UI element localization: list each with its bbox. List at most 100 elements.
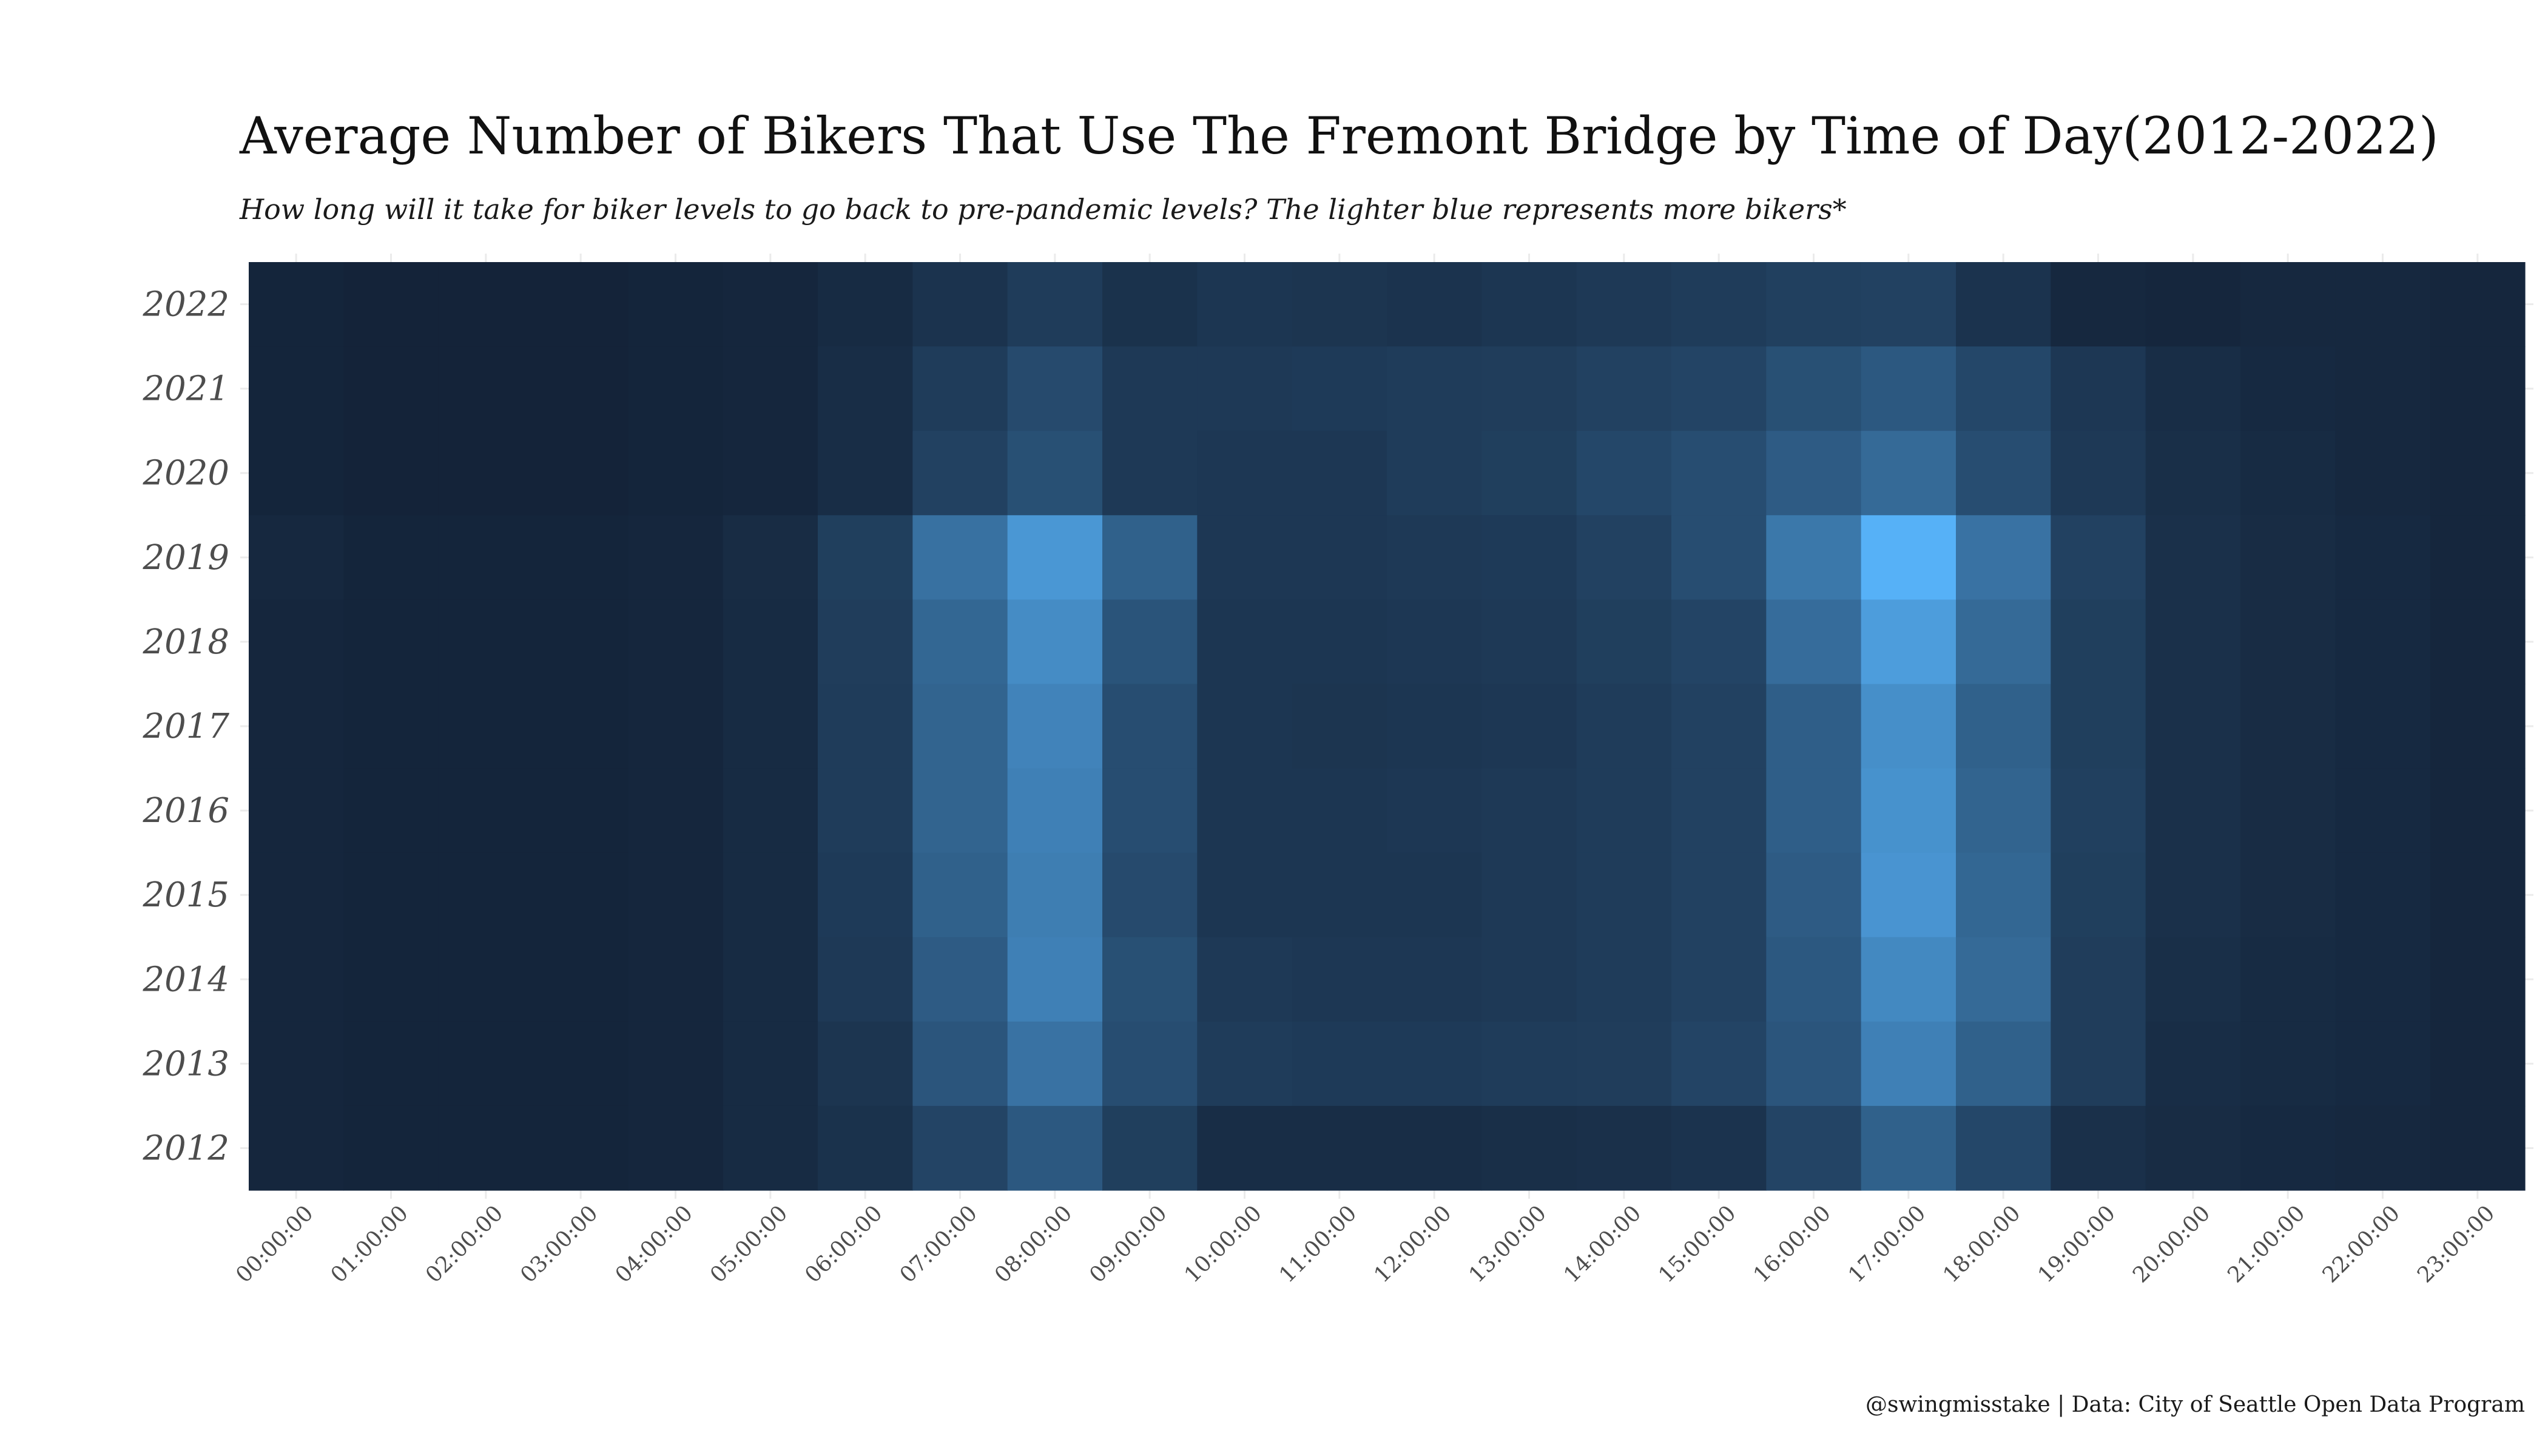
heatmap-cell-2018-21:00:00 [2240, 599, 2336, 685]
x-tick-label: 01:00:00 [326, 1201, 413, 1287]
heatmap-cell-2012-14:00:00 [1576, 1105, 1672, 1191]
heatmap-cell-2021-07:00:00 [912, 346, 1008, 431]
heatmap-cell-2015-12:00:00 [1387, 852, 1482, 938]
heatmap-cell-2017-08:00:00 [1007, 684, 1103, 769]
heatmap-cell-2012-21:00:00 [2240, 1105, 2336, 1191]
heatmap-cell-2020-20:00:00 [2145, 431, 2241, 516]
x-tick-label: 20:00:00 [2128, 1201, 2215, 1287]
heatmap-cell-2017-23:00:00 [2430, 684, 2526, 769]
heatmap-cell-2014-00:00:00 [249, 937, 344, 1022]
y-tick-label: 2015 [142, 875, 229, 915]
heatmap-cell-2016-00:00:00 [249, 768, 344, 854]
x-tick-label: 09:00:00 [1085, 1201, 1171, 1287]
heatmap-cell-2016-12:00:00 [1387, 768, 1482, 854]
heatmap-cell-2020-03:00:00 [533, 431, 629, 516]
heatmap-cell-2017-17:00:00 [1861, 684, 1956, 769]
heatmap-cell-2017-13:00:00 [1481, 684, 1577, 769]
heatmap-cell-2017-21:00:00 [2240, 684, 2336, 769]
heatmap-cell-2015-23:00:00 [2430, 852, 2526, 938]
heatmap-cell-2012-19:00:00 [2051, 1105, 2146, 1191]
heatmap-cell-2020-00:00:00 [249, 431, 344, 516]
heatmap-cell-2017-11:00:00 [1292, 684, 1387, 769]
chart-caption: @swingmisstake | Data: City of Seattle O… [1865, 1392, 2525, 1417]
heatmap-cell-2021-12:00:00 [1387, 346, 1482, 431]
heatmap-cell-2017-14:00:00 [1576, 684, 1672, 769]
heatmap-cell-2015-06:00:00 [818, 852, 913, 938]
heatmap-cell-2020-23:00:00 [2430, 431, 2526, 516]
heatmap-cell-2014-11:00:00 [1292, 937, 1387, 1022]
heatmap-cell-2013-08:00:00 [1007, 1021, 1103, 1107]
heatmap-cell-2016-16:00:00 [1766, 768, 1862, 854]
heatmap-cell-2019-18:00:00 [1956, 515, 2051, 600]
heatmap-cell-2019-14:00:00 [1576, 515, 1672, 600]
x-tick-label: 11:00:00 [1275, 1201, 1361, 1287]
heatmap-cell-2021-15:00:00 [1671, 346, 1767, 431]
heatmap-cell-2020-01:00:00 [343, 431, 439, 516]
heatmap-cell-2016-01:00:00 [343, 768, 439, 854]
heatmap-cell-2018-22:00:00 [2335, 599, 2431, 685]
heatmap-cell-2018-06:00:00 [818, 599, 913, 685]
heatmap-cell-2014-09:00:00 [1102, 937, 1198, 1022]
heatmap-cell-2017-00:00:00 [249, 684, 344, 769]
heatmap-cell-2018-03:00:00 [533, 599, 629, 685]
heatmap-cell-2019-05:00:00 [723, 515, 818, 600]
heatmap-cell-2014-15:00:00 [1671, 937, 1767, 1022]
heatmap-cell-2022-17:00:00 [1861, 262, 1956, 347]
heatmap-cell-2020-12:00:00 [1387, 431, 1482, 516]
heatmap-cell-2012-23:00:00 [2430, 1105, 2526, 1191]
heatmap-cell-2019-23:00:00 [2430, 515, 2526, 600]
heatmap-cell-2019-00:00:00 [249, 515, 344, 600]
heatmap-cell-2017-05:00:00 [723, 684, 818, 769]
heatmap-cell-2012-08:00:00 [1007, 1105, 1103, 1191]
heatmap-cell-2014-22:00:00 [2335, 937, 2431, 1022]
heatmap-cell-2015-09:00:00 [1102, 852, 1198, 938]
chart-title: Average Number of Bikers That Use The Fr… [240, 106, 2439, 166]
heatmap-cell-2021-20:00:00 [2145, 346, 2241, 431]
heatmap-cell-2017-19:00:00 [2051, 684, 2146, 769]
heatmap-cell-2021-10:00:00 [1197, 346, 1293, 431]
heatmap-cell-2015-01:00:00 [343, 852, 439, 938]
heatmap-cell-2016-15:00:00 [1671, 768, 1767, 854]
heatmap-cell-2016-11:00:00 [1292, 768, 1387, 854]
heatmap-cell-2015-13:00:00 [1481, 852, 1577, 938]
heatmap-cell-2019-12:00:00 [1387, 515, 1482, 600]
x-tick-label: 18:00:00 [1938, 1201, 2025, 1287]
heatmap-cell-2018-18:00:00 [1956, 599, 2051, 685]
heatmap-cell-2020-14:00:00 [1576, 431, 1672, 516]
heatmap-cell-2013-07:00:00 [912, 1021, 1008, 1107]
x-tick-label: 00:00:00 [231, 1201, 318, 1287]
y-tick-label: 2022 [142, 285, 229, 325]
y-tick-label: 2019 [142, 538, 229, 578]
y-tick-label: 2018 [142, 622, 229, 662]
heatmap-cell-2012-00:00:00 [249, 1105, 344, 1191]
x-tick-label: 21:00:00 [2223, 1201, 2310, 1287]
heatmap-cell-2020-05:00:00 [723, 431, 818, 516]
heatmap-cell-2015-11:00:00 [1292, 852, 1387, 938]
heatmap-cell-2013-12:00:00 [1387, 1021, 1482, 1107]
heatmap-cell-2018-11:00:00 [1292, 599, 1387, 685]
heatmap-cell-2013-09:00:00 [1102, 1021, 1198, 1107]
heatmap-cell-2012-20:00:00 [2145, 1105, 2241, 1191]
heatmap-cell-2012-15:00:00 [1671, 1105, 1767, 1191]
heatmap-cell-2018-02:00:00 [438, 599, 534, 685]
heatmap-cell-2015-14:00:00 [1576, 852, 1672, 938]
heatmap-cell-2018-16:00:00 [1766, 599, 1862, 685]
heatmap-cell-2017-07:00:00 [912, 684, 1008, 769]
heatmap-cell-2013-05:00:00 [723, 1021, 818, 1107]
heatmap-cell-2021-02:00:00 [438, 346, 534, 431]
heatmap-cell-2019-03:00:00 [533, 515, 629, 600]
heatmap-cell-2018-08:00:00 [1007, 599, 1103, 685]
heatmap-cell-2017-01:00:00 [343, 684, 439, 769]
heatmap-cell-2013-03:00:00 [533, 1021, 629, 1107]
x-tick-label: 10:00:00 [1180, 1201, 1267, 1287]
heatmap-cell-2020-06:00:00 [818, 431, 913, 516]
heatmap-cell-2016-18:00:00 [1956, 768, 2051, 854]
heatmap-cell-2018-12:00:00 [1387, 599, 1482, 685]
heatmap-cell-2019-16:00:00 [1766, 515, 1862, 600]
heatmap-cell-2021-08:00:00 [1007, 346, 1103, 431]
x-tick-label: 06:00:00 [800, 1201, 887, 1287]
heatmap-cell-2016-06:00:00 [818, 768, 913, 854]
heatmap-cell-2017-22:00:00 [2335, 684, 2431, 769]
heatmap-cell-2020-13:00:00 [1481, 431, 1577, 516]
heatmap-cell-2020-18:00:00 [1956, 431, 2051, 516]
